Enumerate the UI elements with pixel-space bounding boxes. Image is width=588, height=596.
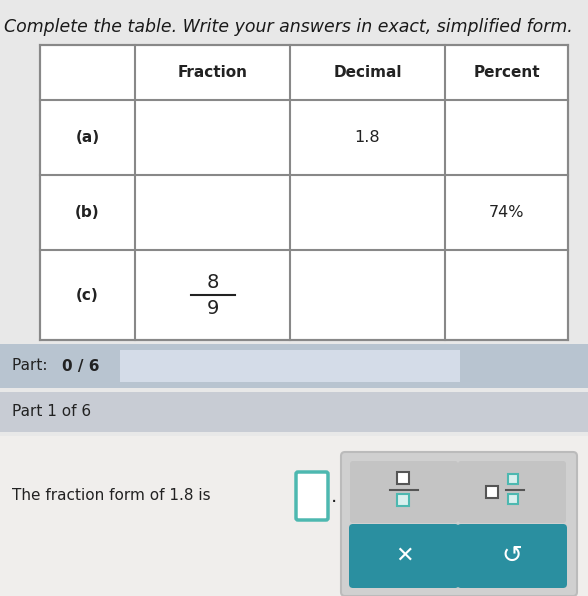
Text: (b): (b): [75, 205, 100, 220]
FancyBboxPatch shape: [508, 494, 518, 504]
FancyBboxPatch shape: [350, 461, 458, 523]
Text: 74%: 74%: [489, 205, 524, 220]
Text: .: .: [331, 486, 338, 505]
FancyBboxPatch shape: [296, 472, 328, 520]
Text: (c): (c): [76, 287, 99, 303]
Text: 0 / 6: 0 / 6: [62, 359, 99, 374]
Bar: [0, 436, 588, 596]
Text: ✕: ✕: [395, 546, 413, 566]
Bar: [0, 344, 588, 388]
FancyBboxPatch shape: [458, 461, 566, 523]
Text: Part 1 of 6: Part 1 of 6: [12, 405, 91, 420]
Bar: [40, 45, 568, 340]
Text: 9: 9: [206, 300, 219, 318]
Text: Complete the table. Write your answers in exact, simplified form.: Complete the table. Write your answers i…: [4, 18, 573, 36]
FancyBboxPatch shape: [457, 524, 567, 588]
Bar: [0, 392, 588, 432]
Text: 1.8: 1.8: [355, 130, 380, 145]
FancyBboxPatch shape: [341, 452, 577, 596]
Text: Percent: Percent: [473, 65, 540, 80]
Text: The fraction form of 1.8 is: The fraction form of 1.8 is: [12, 489, 211, 504]
FancyBboxPatch shape: [397, 494, 409, 506]
FancyBboxPatch shape: [349, 524, 459, 588]
FancyBboxPatch shape: [397, 472, 409, 484]
Bar: [120, 350, 460, 382]
FancyBboxPatch shape: [508, 474, 518, 484]
Text: Decimal: Decimal: [333, 65, 402, 80]
Text: 8: 8: [206, 272, 219, 291]
FancyBboxPatch shape: [486, 486, 498, 498]
Text: (a): (a): [75, 130, 99, 145]
Text: Part:: Part:: [12, 359, 52, 374]
Text: ↺: ↺: [502, 544, 523, 568]
Text: Fraction: Fraction: [178, 65, 248, 80]
